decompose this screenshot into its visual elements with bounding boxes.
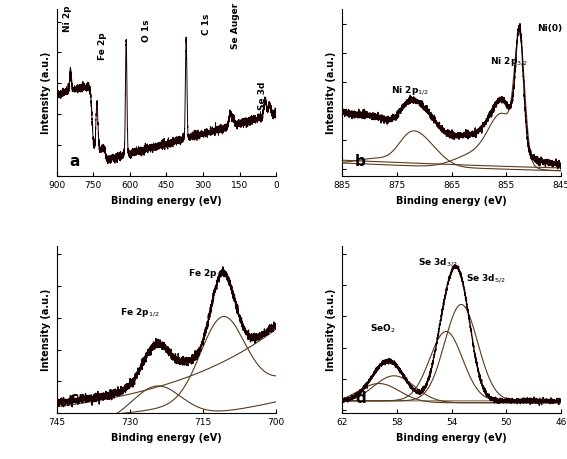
Text: c: c (70, 391, 79, 406)
Text: Se Auger: Se Auger (231, 3, 240, 50)
Text: Se 3d: Se 3d (258, 81, 267, 110)
Text: Ni 2p$_{3/2}$: Ni 2p$_{3/2}$ (490, 56, 528, 68)
X-axis label: Binding energy (eV): Binding energy (eV) (396, 432, 507, 442)
X-axis label: Binding energy (eV): Binding energy (eV) (111, 196, 222, 206)
Text: Fe 2p$_{1/2}$: Fe 2p$_{1/2}$ (120, 306, 159, 319)
Y-axis label: Intensity (a.u.): Intensity (a.u.) (41, 288, 51, 371)
Text: d: d (355, 391, 366, 406)
Y-axis label: Intensity (a.u.): Intensity (a.u.) (327, 51, 336, 134)
Text: SeO$_2$: SeO$_2$ (370, 323, 396, 336)
Text: Ni 2p$_{1/2}$: Ni 2p$_{1/2}$ (391, 84, 429, 97)
Text: Fe 2p: Fe 2p (98, 33, 107, 60)
Text: Se 3d$_{3/2}$: Se 3d$_{3/2}$ (418, 256, 458, 269)
Text: O 1s: O 1s (142, 19, 151, 42)
Y-axis label: Intensity (a.u.): Intensity (a.u.) (327, 288, 336, 371)
Text: C 1s: C 1s (202, 14, 211, 35)
X-axis label: Binding energy (eV): Binding energy (eV) (396, 196, 507, 206)
Text: b: b (355, 154, 366, 169)
Text: Se 3d$_{5/2}$: Se 3d$_{5/2}$ (466, 272, 506, 285)
X-axis label: Binding energy (eV): Binding energy (eV) (111, 432, 222, 442)
Text: a: a (70, 154, 81, 169)
Y-axis label: Intensity (a.u.): Intensity (a.u.) (41, 51, 51, 134)
Text: Ni(0): Ni(0) (536, 24, 562, 33)
Text: Fe 2p$_{3/2}$: Fe 2p$_{3/2}$ (188, 268, 227, 280)
Text: Ni 2p: Ni 2p (63, 6, 72, 33)
